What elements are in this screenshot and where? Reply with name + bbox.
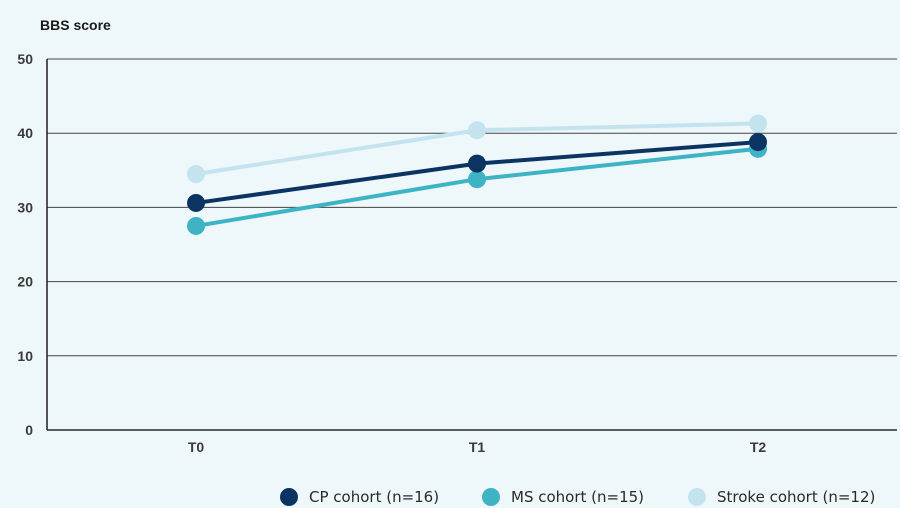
- x-tick-labels: T0 T1 T2: [188, 439, 767, 455]
- data-point: [468, 170, 486, 189]
- data-point: [749, 114, 767, 133]
- legend-swatch: [688, 488, 706, 506]
- data-point: [749, 133, 767, 152]
- data-point: [187, 193, 205, 212]
- series-0: [187, 133, 767, 212]
- x-tick-label: T0: [188, 439, 205, 455]
- data-point: [187, 216, 205, 235]
- y-axis-title: BBS score: [40, 17, 111, 33]
- legend-label: CP cohort (n=16): [309, 488, 439, 506]
- series-1: [187, 139, 767, 235]
- series-group: [187, 114, 767, 235]
- y-tick-label: 10: [17, 348, 33, 364]
- legend: CP cohort (n=16) MS cohort (n=15) Stroke c…: [280, 488, 875, 506]
- legend-swatch: [280, 488, 298, 506]
- legend-item: CP cohort (n=16): [280, 488, 439, 506]
- y-tick-label: 50: [17, 51, 33, 67]
- legend-label: Stroke cohort (n=12): [717, 488, 875, 506]
- y-tick-labels: 0 10 20 30 40 50: [17, 51, 33, 438]
- data-point: [468, 154, 486, 173]
- x-tick-label: T1: [469, 439, 486, 455]
- y-tick-label: 20: [17, 274, 33, 290]
- x-tick-label: T2: [750, 439, 767, 455]
- legend-item: MS cohort (n=15): [482, 488, 644, 506]
- legend-label: MS cohort (n=15): [511, 488, 644, 506]
- y-tick-label: 40: [17, 125, 33, 141]
- series-2: [187, 114, 767, 184]
- gridlines: [46, 58, 897, 431]
- y-tick-label: 0: [25, 422, 33, 438]
- data-point: [468, 121, 486, 140]
- legend-item: Stroke cohort (n=12): [688, 488, 875, 506]
- data-point: [187, 165, 205, 184]
- legend-swatch: [482, 488, 500, 506]
- y-tick-label: 30: [17, 199, 33, 215]
